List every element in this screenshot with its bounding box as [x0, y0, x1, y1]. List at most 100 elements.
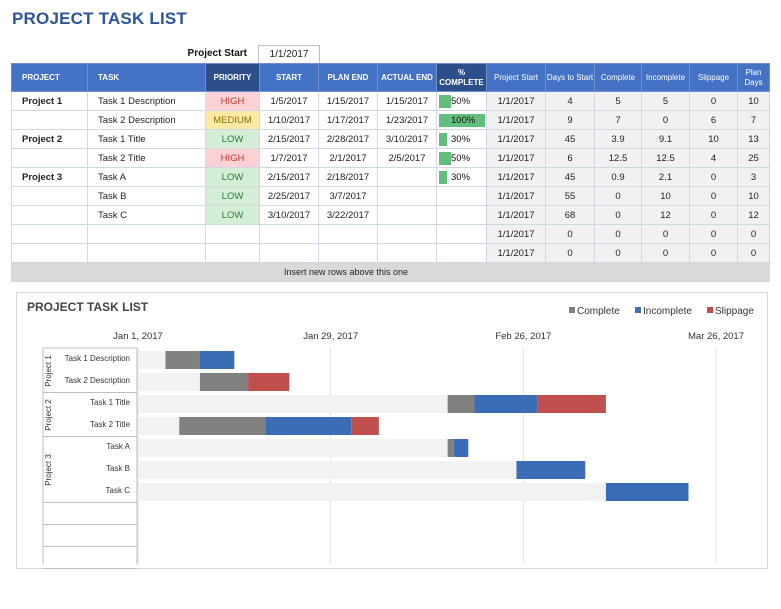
cell-plan-end[interactable]: 1/17/2017 — [318, 110, 378, 130]
cell-project[interactable] — [11, 224, 88, 244]
cell-proj-start[interactable]: 1/1/2017 — [486, 167, 546, 187]
cell-priority[interactable] — [205, 224, 260, 244]
cell-actual-end[interactable]: 1/23/2017 — [377, 110, 437, 130]
cell-incomplete[interactable]: 0 — [641, 243, 690, 263]
cell-pct[interactable] — [436, 224, 487, 244]
cell-actual-end[interactable]: 2/5/2017 — [377, 148, 437, 168]
cell-slippage[interactable]: 10 — [689, 129, 738, 149]
cell-plan-end[interactable]: 2/18/2017 — [318, 167, 378, 187]
cell-plan-end[interactable]: 3/22/2017 — [318, 205, 378, 225]
cell-incomplete[interactable]: 12.5 — [641, 148, 690, 168]
cell-proj-start[interactable]: 1/1/2017 — [486, 110, 546, 130]
cell-priority[interactable]: HIGH — [205, 148, 260, 168]
cell-incomplete[interactable]: 0 — [641, 110, 690, 130]
cell-slippage[interactable]: 0 — [689, 243, 738, 263]
cell-task[interactable]: Task A — [87, 167, 206, 187]
cell-priority[interactable]: LOW — [205, 129, 260, 149]
cell-actual-end[interactable] — [377, 186, 437, 206]
cell-task[interactable]: Task C — [87, 205, 206, 225]
cell-task[interactable]: Task 2 Description — [87, 110, 206, 130]
cell-task[interactable]: Task 1 Title — [87, 129, 206, 149]
project-start-input[interactable]: 1/1/2017 — [258, 45, 320, 63]
cell-pct[interactable]: 100% — [436, 110, 487, 130]
cell-complete[interactable]: 0 — [594, 205, 642, 225]
cell-priority[interactable]: HIGH — [205, 91, 260, 111]
cell-priority[interactable]: MEDIUM — [205, 110, 260, 130]
cell-pct[interactable]: 30% — [436, 129, 487, 149]
cell-plan-days[interactable]: 13 — [737, 129, 770, 149]
cell-incomplete[interactable]: 10 — [641, 186, 690, 206]
cell-start[interactable]: 2/15/2017 — [259, 129, 319, 149]
cell-start[interactable]: 3/10/2017 — [259, 205, 319, 225]
cell-slippage[interactable]: 0 — [689, 186, 738, 206]
cell-slippage[interactable]: 0 — [689, 167, 738, 187]
cell-plan-days[interactable]: 0 — [737, 224, 770, 244]
cell-plan-days[interactable]: 3 — [737, 167, 770, 187]
cell-pct[interactable] — [436, 243, 487, 263]
cell-task[interactable]: Task 2 Title — [87, 148, 206, 168]
cell-actual-end[interactable] — [377, 243, 437, 263]
cell-plan-end[interactable]: 2/1/2017 — [318, 148, 378, 168]
cell-pct[interactable]: 50% — [436, 91, 487, 111]
cell-actual-end[interactable]: 3/10/2017 — [377, 129, 437, 149]
cell-slippage[interactable]: 6 — [689, 110, 738, 130]
cell-complete[interactable]: 7 — [594, 110, 642, 130]
cell-start[interactable]: 2/25/2017 — [259, 186, 319, 206]
cell-pct[interactable] — [436, 205, 487, 225]
cell-incomplete[interactable]: 12 — [641, 205, 690, 225]
cell-days-to-start[interactable]: 6 — [545, 148, 595, 168]
cell-incomplete[interactable]: 2.1 — [641, 167, 690, 187]
cell-days-to-start[interactable]: 4 — [545, 91, 595, 111]
cell-start[interactable]: 1/7/2017 — [259, 148, 319, 168]
cell-project[interactable] — [11, 148, 88, 168]
cell-plan-days[interactable]: 0 — [737, 243, 770, 263]
cell-plan-end[interactable]: 2/28/2017 — [318, 129, 378, 149]
cell-project[interactable]: Project 3 — [11, 167, 88, 187]
cell-proj-start[interactable]: 1/1/2017 — [486, 205, 546, 225]
cell-pct[interactable]: 50% — [436, 148, 487, 168]
cell-start[interactable]: 1/10/2017 — [259, 110, 319, 130]
cell-incomplete[interactable]: 5 — [641, 91, 690, 111]
cell-plan-end[interactable]: 1/15/2017 — [318, 91, 378, 111]
cell-start[interactable]: 1/5/2017 — [259, 91, 319, 111]
cell-proj-start[interactable]: 1/1/2017 — [486, 224, 546, 244]
cell-priority[interactable] — [205, 243, 260, 263]
cell-pct[interactable] — [436, 186, 487, 206]
cell-plan-end[interactable] — [318, 224, 378, 244]
cell-project[interactable] — [11, 205, 88, 225]
cell-proj-start[interactable]: 1/1/2017 — [486, 129, 546, 149]
cell-complete[interactable]: 3.9 — [594, 129, 642, 149]
cell-plan-days[interactable]: 10 — [737, 186, 770, 206]
cell-task[interactable]: Task 1 Description — [87, 91, 206, 111]
cell-plan-end[interactable]: 3/7/2017 — [318, 186, 378, 206]
cell-start[interactable] — [259, 243, 319, 263]
cell-actual-end[interactable] — [377, 205, 437, 225]
cell-project[interactable]: Project 1 — [11, 91, 88, 111]
cell-complete[interactable]: 0 — [594, 186, 642, 206]
cell-actual-end[interactable] — [377, 224, 437, 244]
cell-days-to-start[interactable]: 9 — [545, 110, 595, 130]
cell-task[interactable] — [87, 224, 206, 244]
cell-complete[interactable]: 0.9 — [594, 167, 642, 187]
cell-slippage[interactable]: 0 — [689, 224, 738, 244]
cell-start[interactable] — [259, 224, 319, 244]
cell-priority[interactable]: LOW — [205, 186, 260, 206]
cell-slippage[interactable]: 0 — [689, 205, 738, 225]
cell-plan-days[interactable]: 7 — [737, 110, 770, 130]
cell-actual-end[interactable] — [377, 167, 437, 187]
cell-project[interactable] — [11, 110, 88, 130]
cell-days-to-start[interactable]: 0 — [545, 243, 595, 263]
cell-project[interactable] — [11, 243, 88, 263]
cell-incomplete[interactable]: 0 — [641, 224, 690, 244]
cell-days-to-start[interactable]: 68 — [545, 205, 595, 225]
cell-plan-days[interactable]: 10 — [737, 91, 770, 111]
cell-plan-days[interactable]: 12 — [737, 205, 770, 225]
cell-complete[interactable]: 12.5 — [594, 148, 642, 168]
cell-complete[interactable]: 0 — [594, 224, 642, 244]
cell-slippage[interactable]: 4 — [689, 148, 738, 168]
cell-priority[interactable]: LOW — [205, 205, 260, 225]
cell-slippage[interactable]: 0 — [689, 91, 738, 111]
cell-days-to-start[interactable]: 45 — [545, 167, 595, 187]
cell-complete[interactable]: 5 — [594, 91, 642, 111]
cell-proj-start[interactable]: 1/1/2017 — [486, 148, 546, 168]
